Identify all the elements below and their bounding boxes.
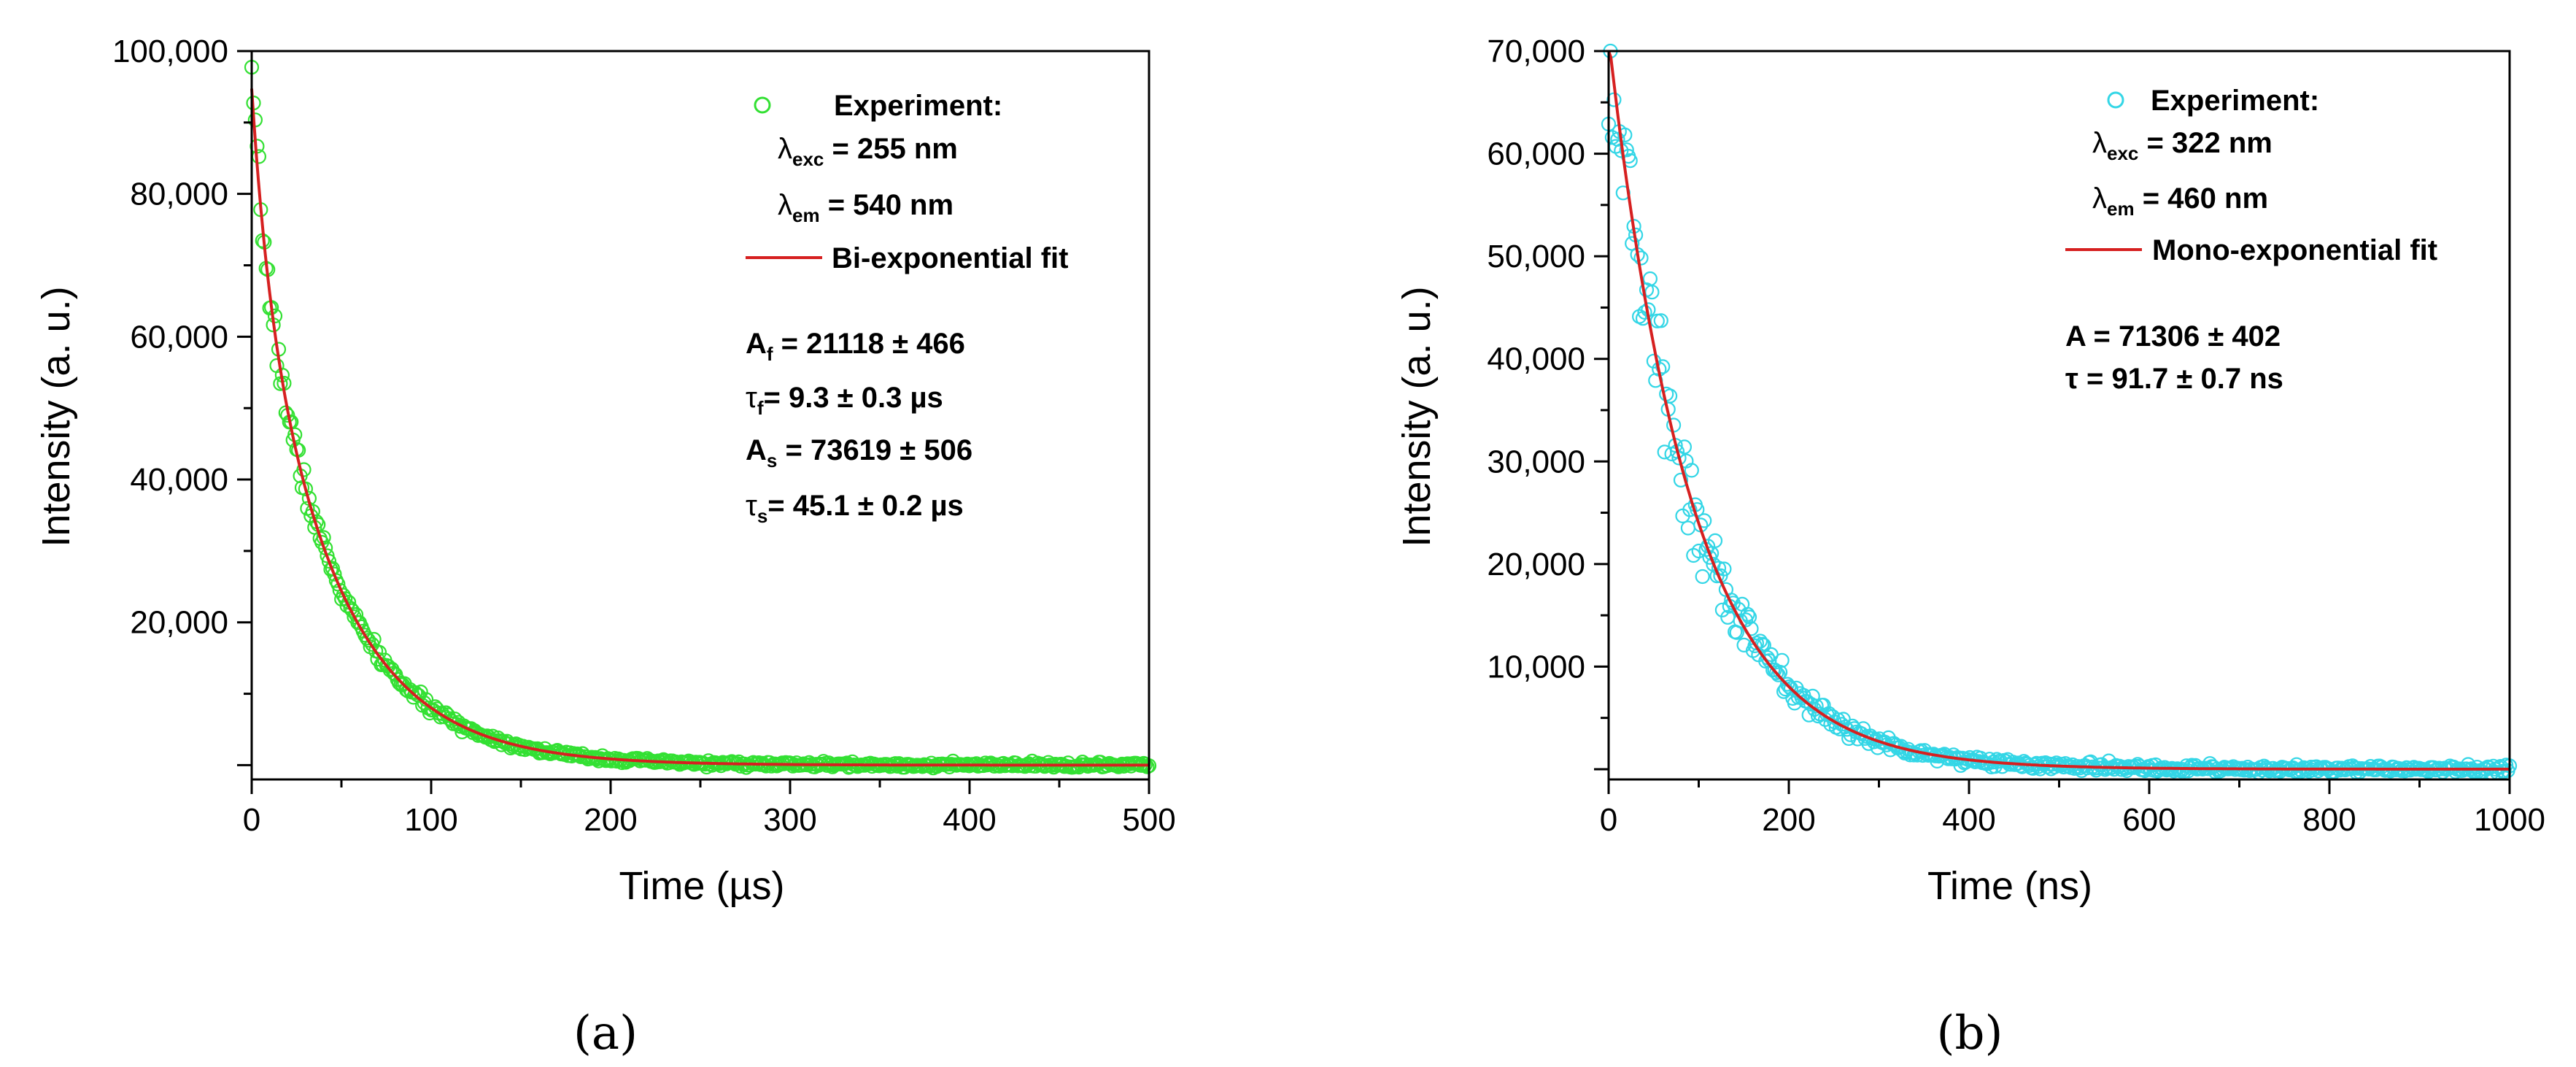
legend-experiment-label: Experiment: (834, 90, 1002, 122)
data-point (408, 685, 423, 701)
legend-fit-label: Mono-exponential fit (2152, 234, 2437, 266)
fit-line (250, 88, 1149, 767)
data-point (1774, 652, 1790, 668)
panel-b-caption-label: (b) (1937, 1006, 2003, 1060)
y-tick-label: 70,000 (1487, 34, 1585, 69)
legend-marker-experiment (754, 96, 771, 114)
plot-frame (1607, 50, 2511, 781)
data-point (1714, 602, 1730, 617)
data-point (2166, 763, 2181, 779)
data-point (1807, 701, 1822, 717)
y-tick-label: 10,000 (1487, 649, 1585, 685)
legend-lambda-exc: λexc = 255 nm (778, 133, 958, 170)
panel-a-axes: 0 100 200 300 400 500 20,000 40,000 60,000 80,000… (112, 34, 1176, 838)
data-point (344, 603, 360, 618)
fit-line (1607, 50, 2510, 771)
data-point (1684, 463, 1699, 478)
param-a-s: As = 73619 ± 506 (746, 434, 972, 471)
data-point (1617, 127, 1633, 142)
panel-b-axes: 0 200 400 600 800 1000 10,000 20,000 30,000 40,00… (1487, 34, 2545, 838)
data-point (1680, 520, 1695, 536)
legend-marker-experiment (2107, 91, 2124, 109)
y-tick-label: 20,000 (1487, 547, 1585, 582)
data-point (1682, 502, 1698, 517)
x-tick-label: 100 (404, 802, 457, 838)
param-tau-f: τf= 9.3 ± 0.3 µs (746, 382, 943, 419)
y-tick-label: 80,000 (130, 177, 228, 212)
data-point (267, 308, 283, 323)
x-tick-label: 200 (584, 802, 637, 838)
y-tick-label: 60,000 (1487, 136, 1585, 172)
data-point (1619, 142, 1634, 158)
x-tick-label: 600 (2122, 802, 2175, 838)
y-tick-label: 40,000 (1487, 342, 1585, 377)
legend-experiment-label: Experiment: (2151, 85, 2319, 117)
data-point (321, 553, 337, 569)
x-tick-label: 0 (243, 802, 260, 838)
panel-a-data-marks (244, 59, 1157, 776)
data-point (298, 481, 313, 497)
data-point (2448, 764, 2463, 779)
y-tick-label: 100,000 (112, 34, 228, 69)
x-tick-label: 400 (1942, 802, 1995, 838)
x-tick-label: 800 (2302, 802, 2356, 838)
data-point (1982, 752, 1997, 767)
y-tick-label: 20,000 (130, 605, 228, 641)
data-point (296, 462, 312, 477)
data-point (1816, 698, 1831, 713)
data-point (1892, 740, 1907, 755)
data-point (1783, 681, 1799, 696)
panel-b-legend: Experiment: λexc = 322 nm λem = 460 nm M… (2065, 85, 2437, 266)
x-tick-label: 300 (763, 802, 816, 838)
x-tick-label: 500 (1122, 802, 1175, 838)
data-point (361, 633, 376, 648)
y-tick-label: 30,000 (1487, 444, 1585, 479)
panel-b-data-marks (1601, 43, 2518, 781)
legend-lambda-exc: λexc = 322 nm (2092, 127, 2273, 164)
y-tick-label: 50,000 (1487, 239, 1585, 274)
param-a-f: Af = 21118 ± 466 (746, 328, 965, 365)
panel-a-fit-parameters: Af = 21118 ± 466 τf= 9.3 ± 0.3 µs As = 7… (746, 328, 972, 527)
data-point (1779, 677, 1795, 692)
panel-b-fit-parameters: A = 71306 ± 402 τ = 91.7 ± 0.7 ns (2065, 320, 2283, 395)
x-tick-label: 400 (943, 802, 996, 838)
panel-b: 0 200 400 600 800 1000 10,000 20,000 30,000 40,00… (1395, 34, 2545, 1060)
panel-b-x-axis-label: Time (ns) (1927, 864, 2092, 908)
data-point (1741, 609, 1757, 625)
panel-a-x-axis-label: Time (µs) (619, 864, 784, 908)
data-point (327, 566, 342, 582)
data-point (1747, 638, 1763, 654)
panel-b-y-axis-label: Intensity (a. u.) (1395, 286, 1439, 547)
panel-a-caption-label: (a) (573, 1006, 638, 1060)
data-point (1676, 439, 1692, 455)
panel-a-legend: Experiment: λexc = 255 nm λem = 540 nm B… (746, 90, 1068, 274)
data-point (1637, 304, 1652, 320)
data-point (1717, 561, 1732, 577)
data-point (1673, 472, 1689, 488)
data-point (1695, 569, 1710, 585)
x-tick-label: 200 (1762, 802, 1815, 838)
data-point (1707, 533, 1723, 549)
data-point (1633, 250, 1649, 266)
data-point (1740, 606, 1755, 622)
panel-a: 0 100 200 300 400 500 20,000 40,000 60,000 80,000… (34, 34, 1176, 1060)
data-point (1653, 313, 1668, 328)
y-tick-label: 60,000 (130, 319, 228, 355)
param-tau-s: τs= 45.1 ± 0.2 µs (746, 490, 964, 527)
data-point (449, 717, 465, 732)
legend-lambda-em: λem = 460 nm (2092, 182, 2268, 220)
data-point (1655, 359, 1671, 374)
legend-fit-label: Bi-exponential fit (832, 242, 1068, 274)
y-tick-label: 40,000 (130, 462, 228, 498)
param-a: A = 71306 ± 402 (2065, 320, 2281, 353)
param-tau: τ = 91.7 ± 0.7 ns (2065, 363, 2283, 395)
data-point (1771, 667, 1786, 682)
x-tick-label: 1000 (2474, 802, 2545, 838)
legend-lambda-em: λem = 540 nm (778, 189, 954, 226)
panel-a-y-axis-label: Intensity (a. u.) (34, 286, 78, 547)
x-tick-label: 0 (1600, 802, 1617, 838)
